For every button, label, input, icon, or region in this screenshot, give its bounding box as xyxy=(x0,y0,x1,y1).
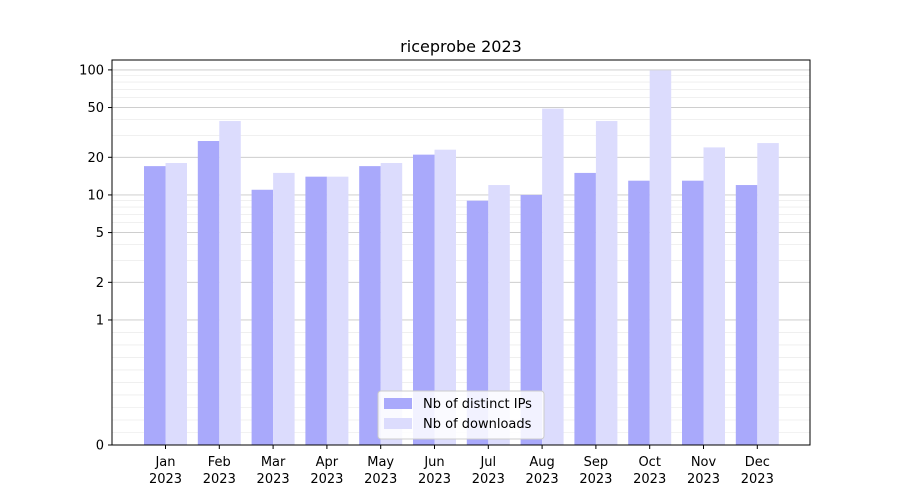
x-tick-label-month: Jun xyxy=(423,455,444,470)
x-tick-label-year: 2023 xyxy=(257,472,290,487)
y-tick-label: 10 xyxy=(87,188,104,203)
x-tick-label-year: 2023 xyxy=(526,472,559,487)
bar-ips-oct xyxy=(628,180,650,445)
bar-downloads-jan xyxy=(165,163,187,445)
bar-downloads-oct xyxy=(649,70,672,445)
x-tick-label-month: Feb xyxy=(208,455,231,470)
legend-label: Nb of distinct IPs xyxy=(423,397,532,412)
x-tick-label-month: Sep xyxy=(584,455,609,470)
plot-frame xyxy=(111,59,811,446)
legend: Nb of distinct IPs Nb of downloads xyxy=(377,390,545,440)
bar-ips-mar xyxy=(251,189,274,445)
bar-ips-aug xyxy=(520,194,543,445)
bar-ips-apr xyxy=(305,176,327,445)
x-tick-label-year: 2023 xyxy=(633,472,666,487)
x-tick-label-month: Mar xyxy=(261,455,286,470)
x-tick-label-year: 2023 xyxy=(203,472,236,487)
bar-ips-sep xyxy=(574,172,596,445)
x-tick-label-month: Aug xyxy=(529,455,554,470)
legend-box xyxy=(377,390,545,440)
x-tick-label-year: 2023 xyxy=(418,472,451,487)
x-tick-label-month: Jan xyxy=(154,455,175,470)
y-tick-label: 2 xyxy=(96,276,104,291)
bar-ips-may xyxy=(359,166,381,445)
bar-ips-dec xyxy=(735,185,758,445)
x-tick-label-month: Nov xyxy=(691,455,717,470)
legend-label: Nb of downloads xyxy=(423,417,532,432)
x-tick-label-month: Dec xyxy=(745,455,770,470)
x-tick-label-year: 2023 xyxy=(472,472,505,487)
bar-ips-nov xyxy=(682,180,704,445)
bar-downloads-apr xyxy=(326,176,349,445)
bar-ips-jul xyxy=(466,200,489,445)
y-tick-label: 50 xyxy=(87,101,104,116)
y-tick-label: 100 xyxy=(79,63,104,78)
x-tick-label-year: 2023 xyxy=(364,472,397,487)
x-tick-label-month: May xyxy=(367,455,394,470)
x-tick-label-year: 2023 xyxy=(579,472,612,487)
bar-ips-jun xyxy=(413,154,435,446)
x-tick-label-year: 2023 xyxy=(149,472,182,487)
x-tick-label-month: Jul xyxy=(479,455,496,470)
legend-swatch xyxy=(384,398,412,409)
bar-downloads-aug xyxy=(542,108,564,445)
chart-title: riceprobe 2023 xyxy=(400,37,522,56)
x-tick-label-year: 2023 xyxy=(741,472,774,487)
bar-downloads-may xyxy=(380,163,403,445)
bar-downloads-sep xyxy=(595,121,618,446)
y-tick-label: 20 xyxy=(87,151,104,166)
bar-downloads-jun xyxy=(434,149,456,446)
y-tick-label: 1 xyxy=(96,313,104,328)
bar-downloads-jul xyxy=(488,185,510,445)
x-tick-label-month: Apr xyxy=(316,455,339,470)
bar-downloads-feb xyxy=(219,121,241,446)
bars xyxy=(144,70,779,446)
bar-ips-jan xyxy=(144,166,166,445)
bar-downloads-mar xyxy=(273,172,295,445)
y-tick-label: 5 xyxy=(96,226,104,241)
x-tick-label-month: Oct xyxy=(638,455,660,470)
bar-ips-feb xyxy=(197,140,220,445)
axis-ticks: 0 1 2 5 10 20 50 100 Jan 2023 Feb 2023 Mar 2023 Apr 202… xyxy=(79,63,774,487)
x-tick-label-year: 2023 xyxy=(310,472,343,487)
x-tick-label-year: 2023 xyxy=(687,472,720,487)
bar-downloads-dec xyxy=(757,143,779,445)
y-tick-label: 0 xyxy=(96,439,104,454)
legend-swatch xyxy=(384,418,412,429)
bar-downloads-nov xyxy=(703,147,725,446)
